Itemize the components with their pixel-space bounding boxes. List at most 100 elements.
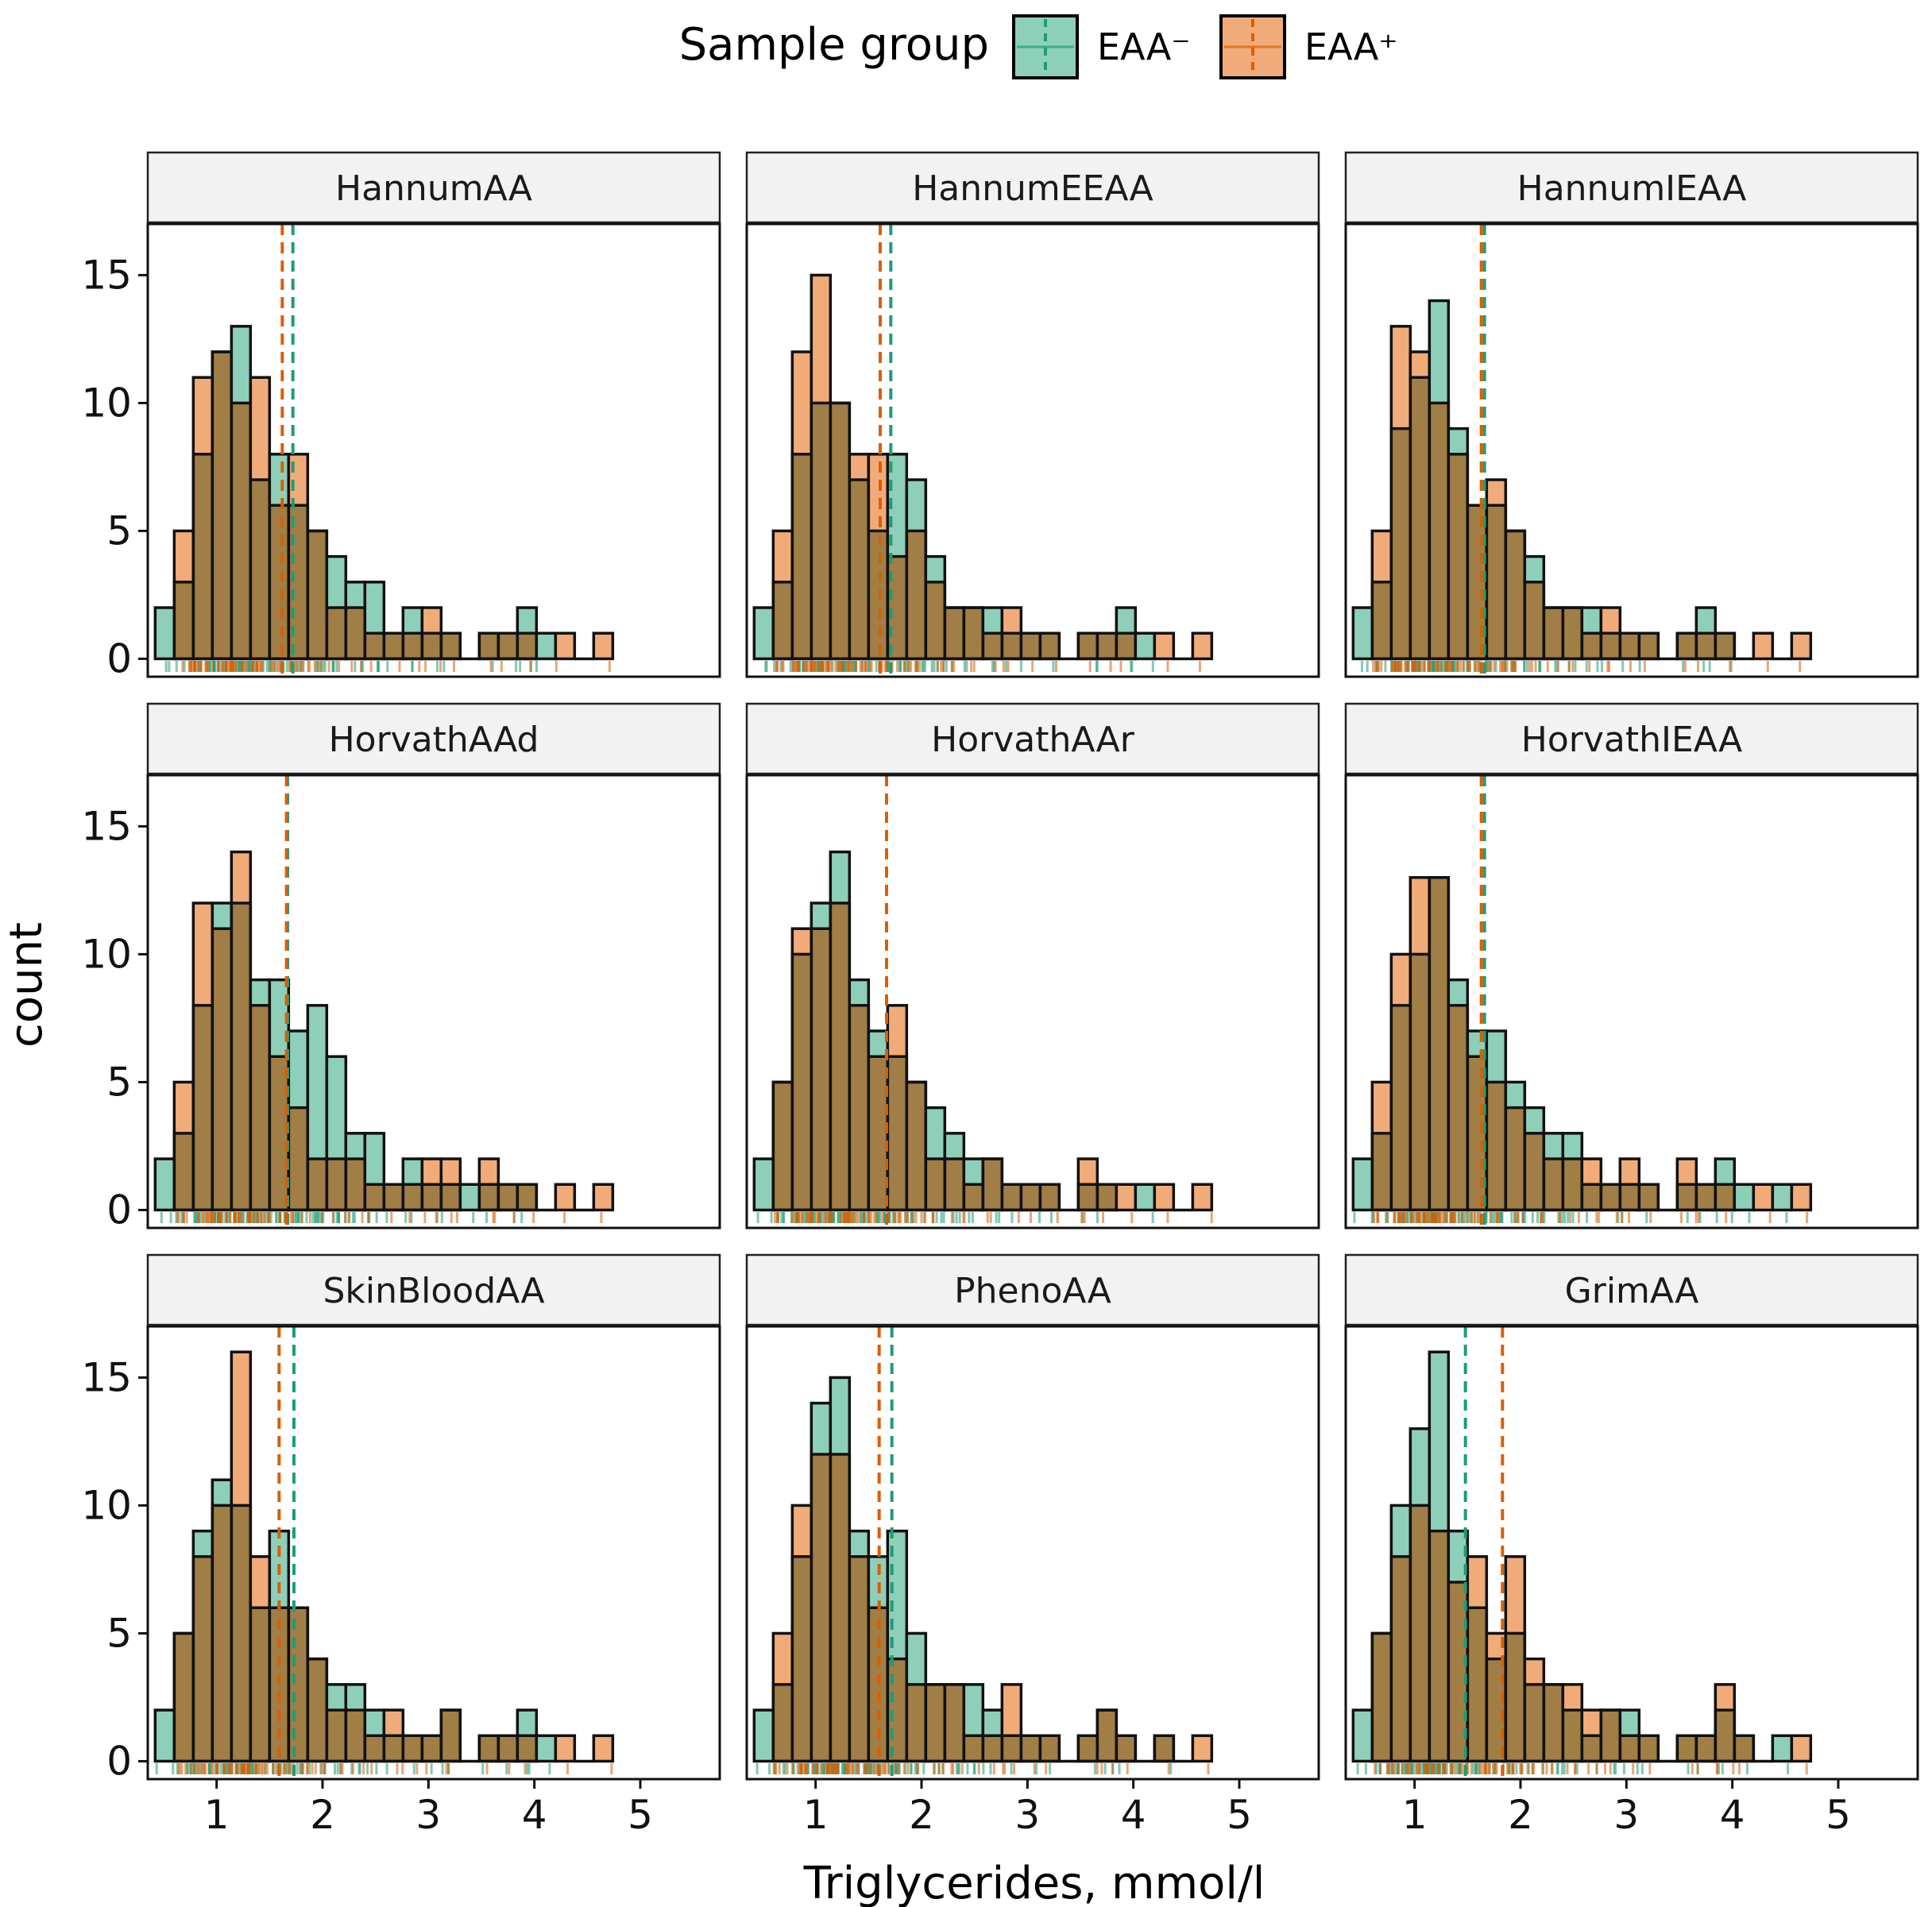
strip-HannumIEAA	[1344, 151, 1919, 224]
bar-overlap	[384, 1184, 404, 1210]
bar-outline-pos	[1790, 631, 1813, 661]
bar-outline-pos	[1000, 1683, 1023, 1763]
bar-overlap	[1486, 505, 1506, 659]
bar-overlap	[384, 1735, 404, 1762]
bar-overlap	[1372, 1633, 1392, 1762]
bar-eaa-pos	[174, 1082, 194, 1133]
bar-outline-pos	[1191, 1734, 1214, 1763]
strip-HorvathAAr	[745, 702, 1320, 775]
legend-label-2: EAA⁺	[1304, 25, 1398, 68]
rug-marks	[1353, 1212, 1809, 1223]
y-tick-label: 10	[81, 380, 132, 426]
bar-overlap	[307, 1658, 327, 1762]
bar-overlap	[1372, 581, 1392, 659]
x-tick-label: 1	[204, 1792, 230, 1838]
bar-outline-pos	[516, 1183, 539, 1212]
bar-overlap	[193, 1556, 213, 1762]
bar-outline-pos	[1153, 1183, 1176, 1212]
bar-overlap	[1639, 1184, 1659, 1210]
panel-title: GrimAA	[1565, 1271, 1699, 1311]
bar-overlap	[1040, 1735, 1060, 1762]
bar-overlap	[1620, 633, 1640, 659]
bar-eaa-pos	[792, 352, 812, 454]
bar-overlap	[849, 480, 869, 659]
bar-overlap	[868, 1056, 888, 1210]
bar-overlap	[1021, 1735, 1041, 1762]
bars	[1351, 299, 1813, 661]
bar-overlap	[1734, 1735, 1754, 1762]
bar-eaa-neg	[925, 556, 945, 582]
bar-overlap	[1002, 633, 1022, 659]
bar-eaa-pos	[792, 928, 812, 955]
panel-title: PhenoAA	[954, 1271, 1111, 1311]
bar-overlap	[925, 581, 945, 659]
bar-eaa-neg	[250, 979, 270, 1006]
bar-overlap	[1372, 1133, 1392, 1210]
y-tick-label: 10	[81, 1482, 132, 1528]
bar-overlap	[1639, 633, 1659, 659]
bar-eaa-pos	[1582, 1710, 1602, 1736]
bar-overlap	[830, 1454, 850, 1762]
bar-outline-pos	[1637, 1734, 1660, 1763]
x-axis-title: Triglycerides, mmol/l	[803, 1858, 1265, 1907]
x-tick-label: 2	[1508, 1792, 1533, 1838]
bar-eaa-pos	[1715, 1684, 1735, 1711]
panel-border	[1344, 774, 1919, 1230]
bar-overlap	[811, 1454, 831, 1762]
bar-overlap	[906, 1684, 926, 1762]
bar-eaa-pos	[1078, 1159, 1098, 1185]
bar-overlap	[479, 1184, 499, 1210]
bar-eaa-pos	[174, 531, 194, 582]
bar-eaa-pos	[441, 1159, 461, 1185]
bar-overlap	[1505, 1107, 1525, 1210]
bar-eaa-neg	[346, 1684, 365, 1711]
bar-overlap	[269, 505, 289, 659]
panel-border	[146, 1325, 721, 1781]
bar-eaa-neg	[1448, 428, 1468, 454]
bar-eaa-neg	[155, 1159, 175, 1210]
strip-PhenoAA	[745, 1253, 1320, 1326]
bar-overlap	[365, 1184, 384, 1210]
bar-overlap	[1696, 1735, 1716, 1762]
y-tick-label: 5	[106, 1059, 132, 1105]
y-tick-label: 0	[106, 1738, 132, 1784]
x-tick-label: 1	[1402, 1792, 1428, 1838]
x-tick-label: 3	[1613, 1792, 1639, 1838]
bar-eaa-neg	[983, 1710, 1003, 1736]
bar-outline-pos	[1714, 631, 1737, 661]
bar-overlap	[1696, 633, 1716, 659]
bar-overlap	[830, 403, 850, 659]
bar-eaa-pos	[1753, 1184, 1773, 1210]
bar-eaa-neg	[365, 581, 384, 634]
bar-overlap	[1524, 581, 1544, 659]
bar-outline-pos	[439, 631, 462, 661]
bar-overlap	[1078, 1735, 1098, 1762]
x-tick-label: 4	[522, 1792, 547, 1838]
bar-eaa-pos	[1582, 1159, 1602, 1185]
panel-HannumIEAA: HannumIEAA	[1344, 151, 1919, 678]
bars	[752, 273, 1214, 661]
y-tick-label: 10	[81, 931, 132, 977]
bar-overlap	[1410, 954, 1430, 1210]
bar-overlap	[212, 928, 232, 1210]
bar-eaa-neg	[155, 1710, 175, 1762]
bar-overlap	[1391, 1556, 1411, 1762]
bar-overlap	[403, 633, 423, 659]
strip-HannumEEAA	[745, 151, 1320, 224]
bar-eaa-pos	[811, 275, 831, 403]
bar-outline-pos	[554, 631, 577, 661]
bar-eaa-pos	[1563, 1684, 1582, 1711]
bar-eaa-neg	[403, 608, 423, 634]
bar-overlap	[945, 608, 964, 659]
bar-eaa-neg	[1715, 1159, 1735, 1185]
bar-overlap	[441, 633, 461, 659]
bar-eaa-pos	[1677, 1159, 1697, 1185]
rug-marks	[155, 1763, 613, 1774]
bar-overlap	[212, 1505, 232, 1762]
bar-overlap	[1429, 1531, 1449, 1762]
bar-overlap	[1563, 608, 1582, 659]
panel-title: HannumIEAA	[1517, 168, 1747, 209]
y-tick-label: 5	[106, 1610, 132, 1656]
bar-overlap	[231, 403, 251, 659]
